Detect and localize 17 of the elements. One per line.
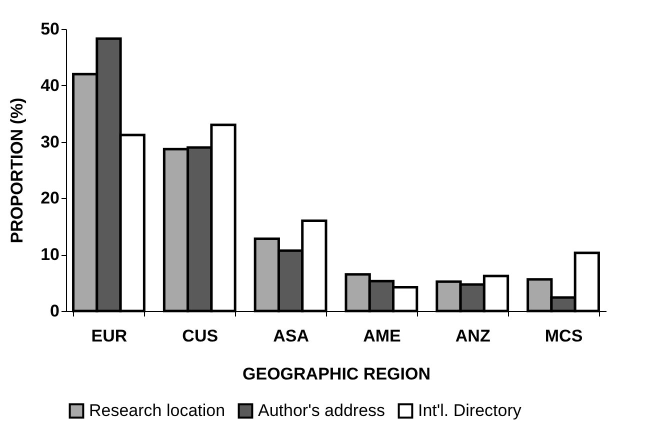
y-tick-label: 0 <box>50 302 60 320</box>
x-tick-label: ASA <box>273 326 309 346</box>
x-tick-label: AME <box>363 326 401 346</box>
y-tick-label: 40 <box>40 76 60 95</box>
x-axis-title: GEOGRAPHIC REGION <box>242 364 430 384</box>
x-tick-label: CUS <box>182 326 218 346</box>
y-tick-label: 30 <box>40 132 60 152</box>
y-tick-label: 50 <box>40 20 60 38</box>
legend-label: Author's address <box>258 400 386 420</box>
y-axis-title: PROPORTION (%) <box>8 98 27 244</box>
x-tick-label: MCS <box>544 326 583 346</box>
y-tick-label: 20 <box>40 188 60 208</box>
legend-label: Int'l. Directory <box>418 400 522 420</box>
x-tick-label: ANZ <box>455 326 490 346</box>
x-tick-label: EUR <box>91 326 128 346</box>
legend-label: Research location <box>89 400 226 420</box>
y-tick-label: 10 <box>40 245 60 264</box>
